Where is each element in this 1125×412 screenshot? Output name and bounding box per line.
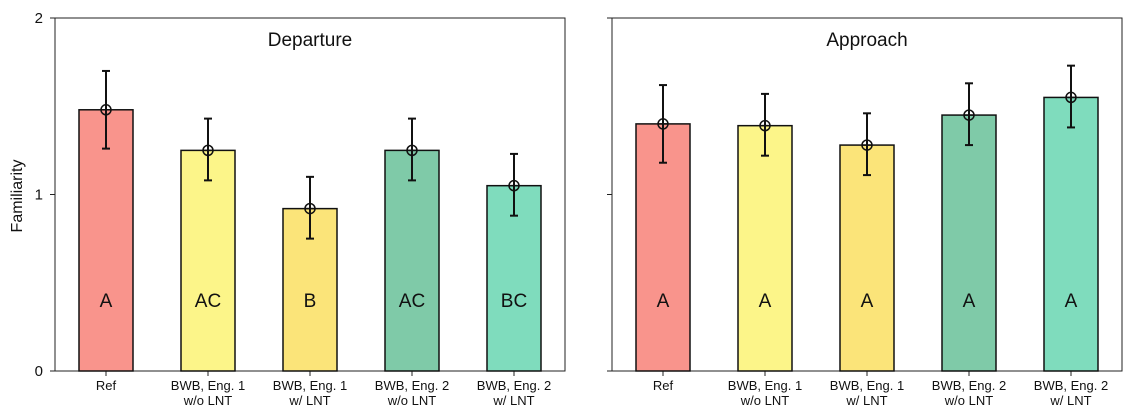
y-axis-label: Familiarity [9, 160, 26, 233]
x-tick-label: BWB, Eng. 2 w/ LNT [1034, 378, 1108, 408]
x-tick-label: BWB, Eng. 1 w/ LNT [830, 378, 904, 408]
x-tick-label: BWB, Eng. 2 w/ LNT [477, 378, 551, 408]
y-tick-label: 2 [35, 10, 43, 27]
x-tick-label-line: w/o LNT [183, 393, 232, 408]
bar [635, 123, 691, 372]
group-label: A [963, 291, 976, 312]
group-label: AC [399, 291, 425, 312]
group-label: A [657, 291, 670, 312]
x-tick-label-line: BWB, Eng. 2 [932, 378, 1006, 393]
x-tick-label-line: w/o LNT [387, 393, 436, 408]
bar [839, 144, 895, 372]
x-tick-label: Ref [653, 378, 674, 393]
x-tick-label-line: Ref [96, 378, 117, 393]
x-tick-label-line: w/ LNT [845, 393, 887, 408]
x-tick-label-line: BWB, Eng. 1 [171, 378, 245, 393]
x-tick-label-line: w/ LNT [288, 393, 330, 408]
x-tick-label-line: w/ LNT [1049, 393, 1091, 408]
panel-title: Approach [826, 30, 907, 51]
bar [941, 114, 997, 372]
x-tick-label-line: BWB, Eng. 1 [273, 378, 347, 393]
group-label: BC [501, 291, 527, 312]
group-label: AC [195, 291, 221, 312]
y-tick-label: 0 [35, 363, 43, 380]
panel-title: Departure [268, 30, 353, 51]
group-label: A [861, 291, 874, 312]
y-tick-label: 1 [35, 187, 43, 204]
bar [78, 109, 134, 372]
bar [384, 149, 440, 372]
bar [180, 149, 236, 372]
x-tick-label: BWB, Eng. 1 w/ LNT [273, 378, 347, 408]
x-tick-label-line: BWB, Eng. 1 [728, 378, 802, 393]
group-label: A [1065, 291, 1078, 312]
group-label: A [100, 291, 113, 312]
x-tick-label-line: BWB, Eng. 2 [1034, 378, 1108, 393]
x-tick-label: BWB, Eng. 2 w/o LNT [375, 378, 449, 408]
group-label: B [304, 291, 317, 312]
x-tick-label-line: w/o LNT [740, 393, 789, 408]
x-tick-label-line: BWB, Eng. 2 [477, 378, 551, 393]
x-tick-label-line: BWB, Eng. 2 [375, 378, 449, 393]
bar [737, 124, 793, 372]
x-tick-label-line: w/o LNT [944, 393, 993, 408]
x-tick-label: BWB, Eng. 2 w/o LNT [932, 378, 1006, 408]
x-tick-label-line: w/ LNT [492, 393, 534, 408]
x-tick-label: BWB, Eng. 1 w/o LNT [728, 378, 802, 408]
group-label: A [759, 291, 772, 312]
x-tick-label-line: Ref [653, 378, 674, 393]
bar [1043, 96, 1099, 372]
x-tick-label: BWB, Eng. 1 w/o LNT [171, 378, 245, 408]
x-tick-label: Ref [96, 378, 117, 393]
x-tick-label-line: BWB, Eng. 1 [830, 378, 904, 393]
